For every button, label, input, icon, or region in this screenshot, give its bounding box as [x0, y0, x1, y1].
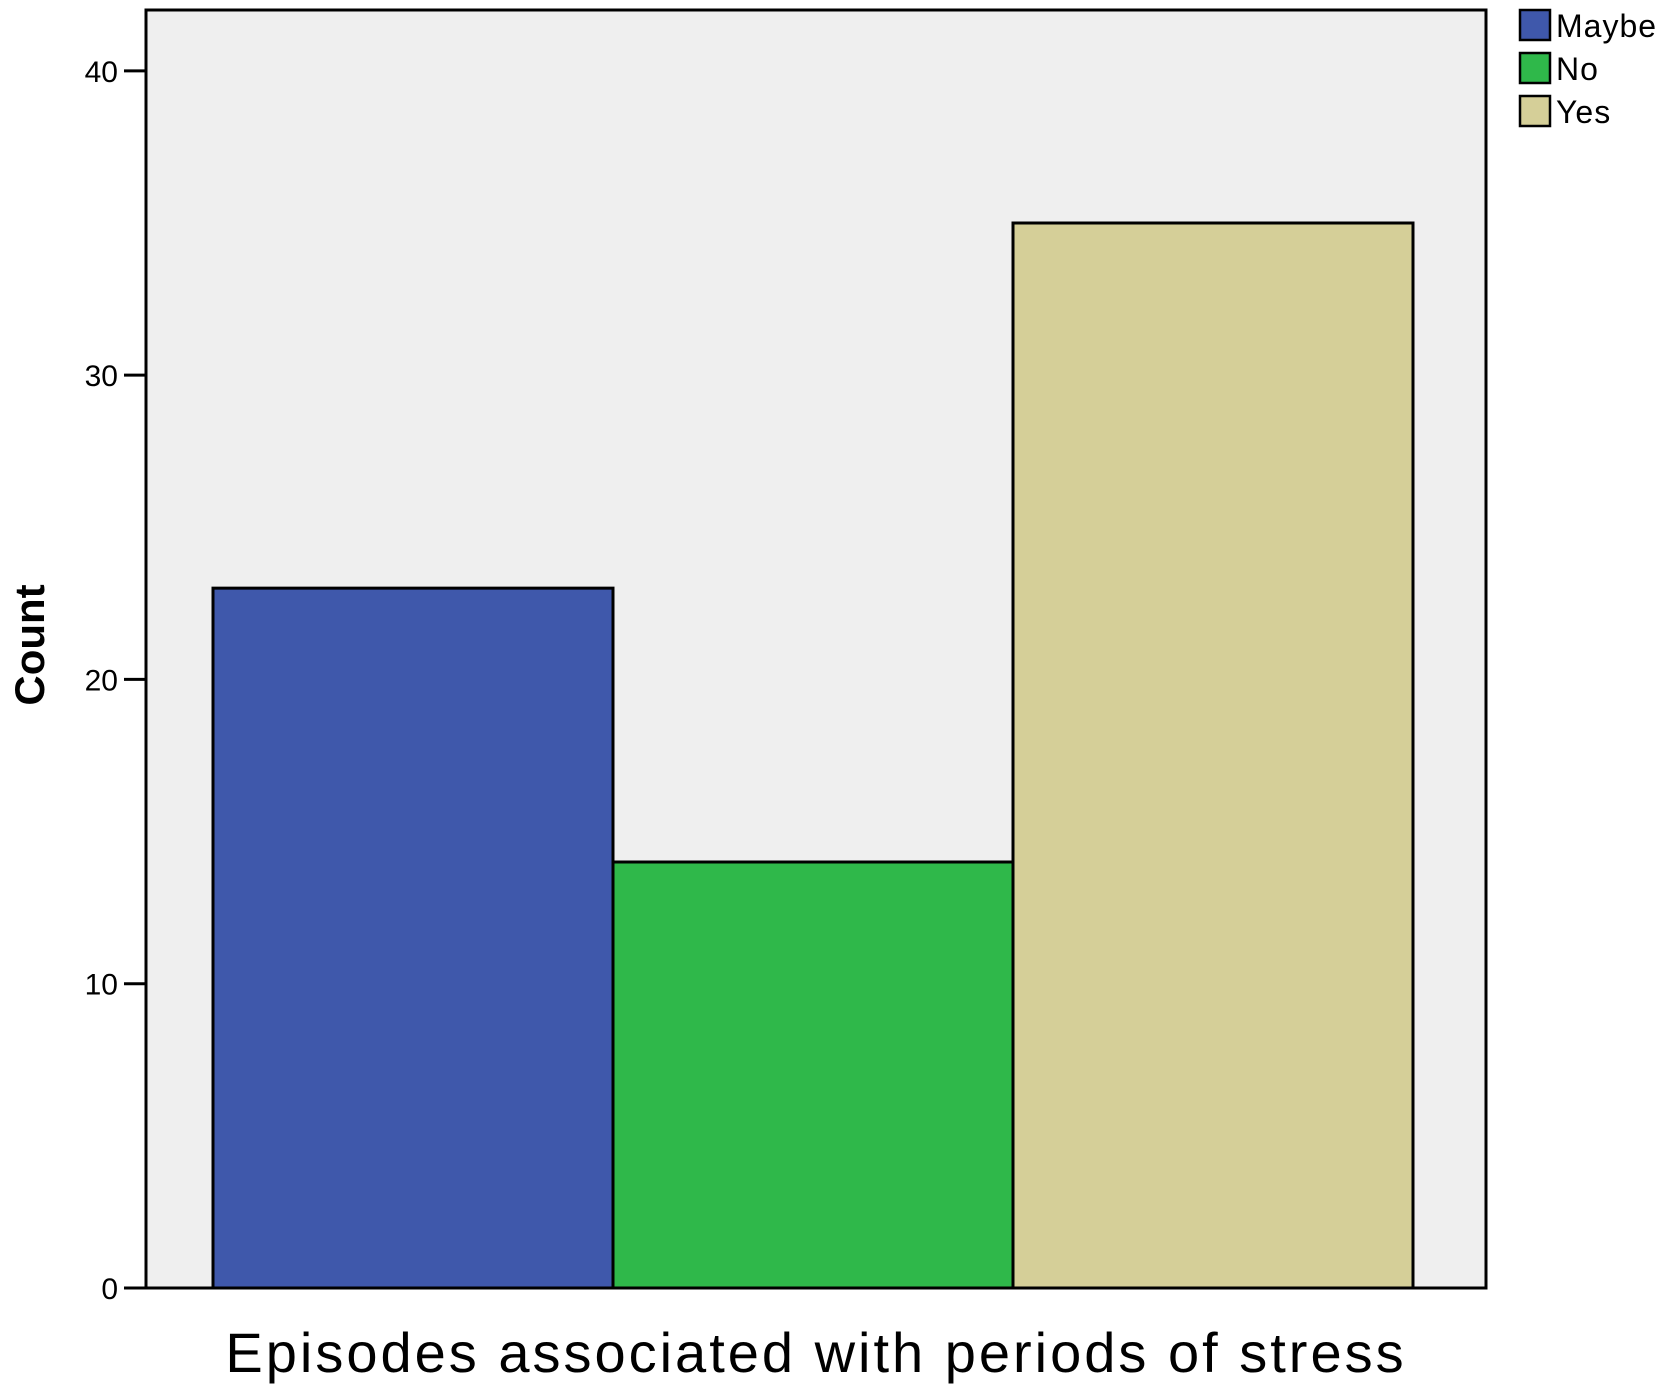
bar-no [611, 860, 1015, 1290]
y-tick-label-10: 10 [85, 969, 118, 1002]
y-axis-title: Count [6, 584, 53, 705]
legend: Maybe No Yes [1518, 8, 1657, 130]
bars-group [211, 221, 1415, 1290]
x-axis-title: Episodes associated with periods of stre… [225, 1321, 1406, 1384]
legend-label-yes: Yes [1556, 94, 1611, 130]
legend-swatch-yes [1518, 94, 1552, 128]
y-axis: 0 10 20 30 40 [85, 56, 146, 1306]
bar-maybe [211, 586, 615, 1290]
bar-yes [1011, 221, 1415, 1290]
y-tick-label-20: 20 [85, 664, 118, 697]
legend-label-no: No [1556, 51, 1599, 87]
y-tick-label-0: 0 [101, 1273, 118, 1306]
legend-swatch-no [1518, 51, 1552, 85]
legend-label-maybe: Maybe [1556, 8, 1657, 44]
legend-swatch-maybe [1518, 8, 1552, 42]
y-tick-label-40: 40 [85, 56, 118, 89]
y-tick-label-30: 30 [85, 360, 118, 393]
